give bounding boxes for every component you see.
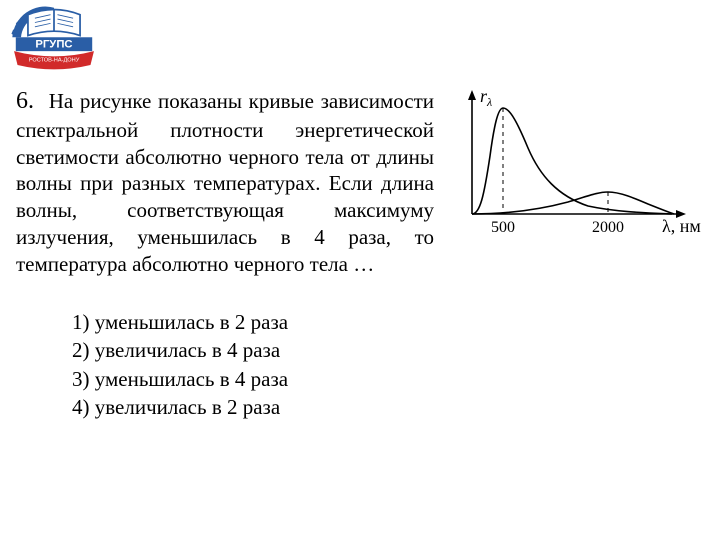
x-axis-label: λ, нм <box>662 216 701 236</box>
question-text: 6. На рисунке показаны кривые зависимост… <box>16 86 434 278</box>
logo-svg: РГУПС РОСТОВ-НА-ДОНУ <box>10 6 98 72</box>
answer-option-3: 3) уменьшилась в 4 раза <box>72 365 434 393</box>
institution-logo: РГУПС РОСТОВ-НА-ДОНУ <box>10 6 98 72</box>
answer-option-2: 2) увеличилась в 4 раза <box>72 336 434 364</box>
spectral-density-chart: rλ 500 2000 λ, нм <box>448 86 704 246</box>
x-tick-500: 500 <box>491 219 515 236</box>
answers-list: 1) уменьшилась в 2 раза 2) увеличилась в… <box>72 308 434 421</box>
answer-option-4: 4) увеличилась в 2 раза <box>72 393 434 421</box>
x-tick-2000: 2000 <box>592 219 624 236</box>
logo-subtitle: РОСТОВ-НА-ДОНУ <box>29 58 80 64</box>
y-axis-label: rλ <box>480 86 492 109</box>
content-area: 6. На рисунке показаны кривые зависимост… <box>16 86 704 421</box>
graph-column: rλ 500 2000 λ, нм <box>448 86 704 246</box>
question-body: На рисунке показаны кривые зависимости с… <box>16 89 434 276</box>
question-number: 6. <box>16 88 34 114</box>
text-column: 6. На рисунке показаны кривые зависимост… <box>16 86 434 421</box>
answer-option-1: 1) уменьшилась в 2 раза <box>72 308 434 336</box>
question-tail: … <box>353 252 376 276</box>
logo-title: РГУПС <box>35 39 72 51</box>
